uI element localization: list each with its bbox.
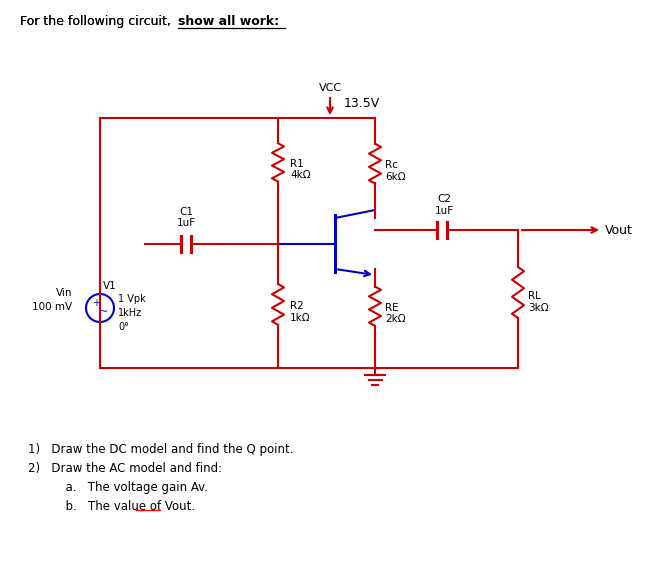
Text: 2)   Draw the AC model and find:: 2) Draw the AC model and find: (28, 462, 222, 475)
Text: V1: V1 (103, 281, 117, 291)
Text: +: + (92, 298, 100, 308)
Text: RL
3kΩ: RL 3kΩ (528, 291, 549, 313)
Text: show all work:: show all work: (178, 15, 279, 28)
Text: Vin
100 mV: Vin 100 mV (32, 288, 72, 312)
Text: R2
1kΩ: R2 1kΩ (290, 301, 311, 323)
Text: R1
4kΩ: R1 4kΩ (290, 159, 311, 180)
Text: VCC: VCC (318, 83, 341, 93)
Text: b.   The value of Vout.: b. The value of Vout. (28, 500, 195, 513)
Text: RE
2kΩ: RE 2kΩ (385, 303, 406, 324)
Text: Vout: Vout (605, 224, 633, 236)
Text: C2
1uF: C2 1uF (434, 194, 454, 216)
Text: For the following circuit,: For the following circuit, (20, 15, 179, 28)
Text: a.   The voltage gain Av.: a. The voltage gain Av. (28, 481, 208, 494)
Text: C1
1uF: C1 1uF (176, 207, 196, 229)
Text: Rc
6kΩ: Rc 6kΩ (385, 160, 406, 182)
Text: 1 Vpk
1kHz
0°: 1 Vpk 1kHz 0° (118, 294, 146, 332)
Text: 13.5V: 13.5V (344, 97, 380, 110)
Text: ~: ~ (98, 307, 108, 317)
Text: 1)   Draw the DC model and find the Q point.: 1) Draw the DC model and find the Q poin… (28, 443, 294, 456)
Text: For the following circuit,: For the following circuit, (20, 15, 179, 28)
